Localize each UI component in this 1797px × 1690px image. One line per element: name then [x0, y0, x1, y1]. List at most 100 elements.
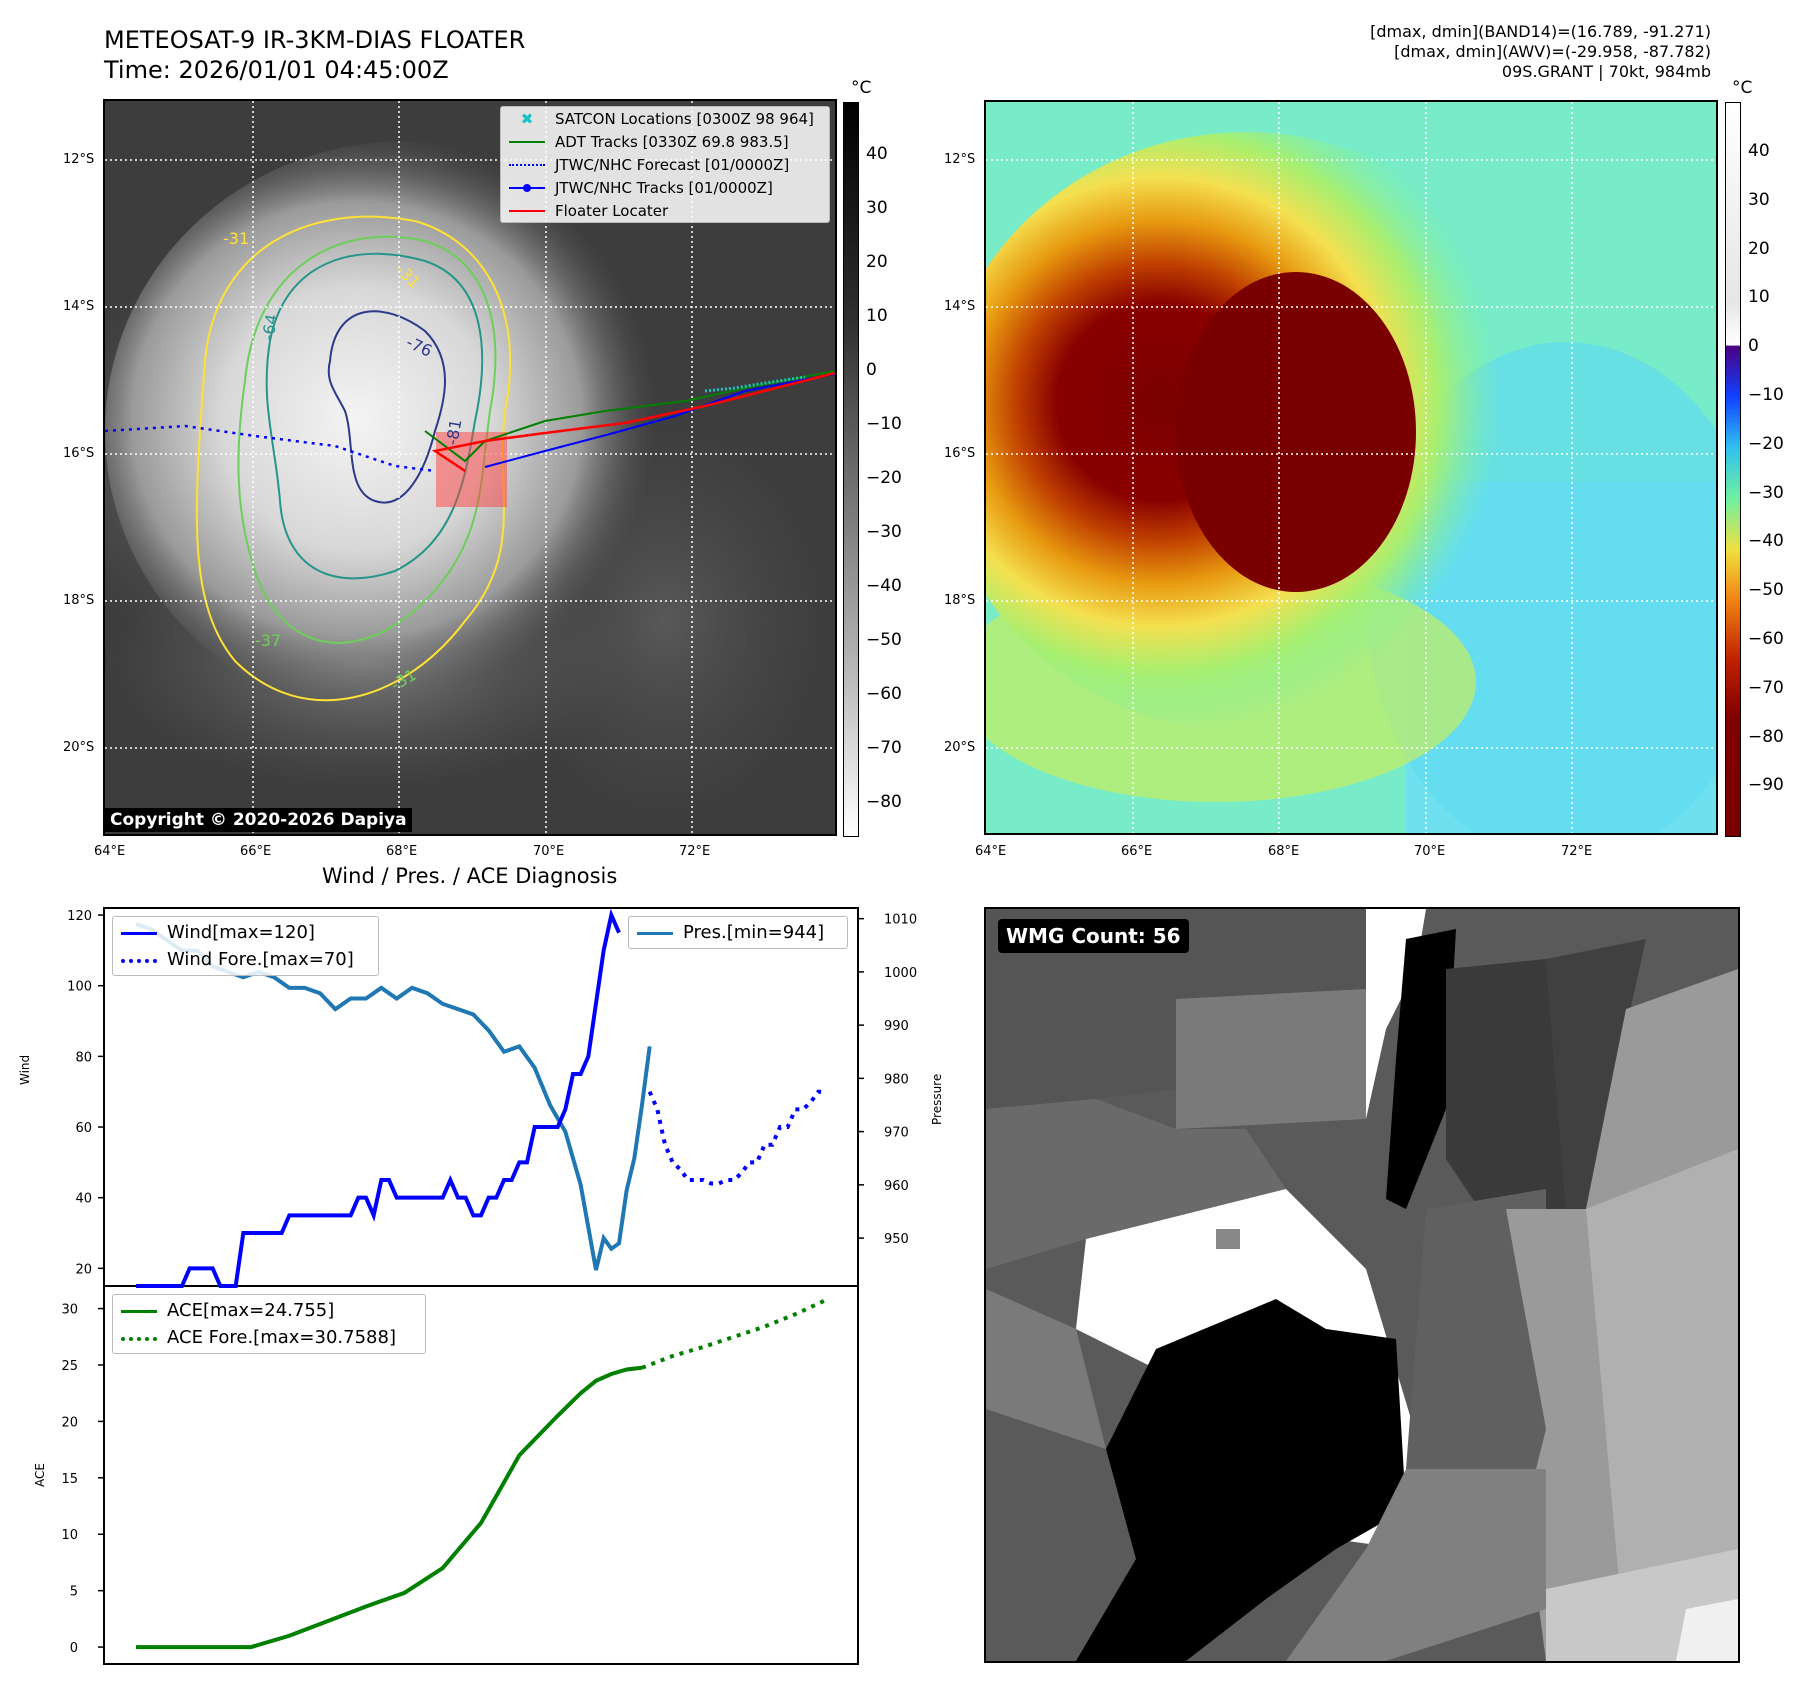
colorbar-tick: −80	[866, 792, 902, 812]
time-label: Time: 2026/01/01 04:45:00Z	[104, 56, 449, 84]
color-colorbar	[1725, 102, 1741, 837]
lat-tick: 20°S	[63, 740, 95, 755]
colorbar-tick: −20	[1748, 433, 1784, 454]
adt-line-icon	[509, 135, 545, 149]
wind-legend: Wind[max=120] Wind Fore.[max=70]	[112, 916, 379, 976]
ace-legend: ACE[max=24.755] ACE Fore.[max=30.7588]	[112, 1294, 426, 1354]
contour-label: -81	[442, 418, 465, 447]
lon-tick: 64°E	[975, 844, 1007, 859]
colorbar-tick: 0	[866, 360, 877, 380]
colorbar-tick: 0	[1748, 336, 1759, 357]
color-map-canvas	[986, 102, 1716, 833]
lon-tick: 72°E	[1561, 844, 1593, 859]
colorbar-unit: °C	[851, 78, 872, 98]
colorbar-tick: −40	[1748, 531, 1784, 552]
wind-ytick-label: 40	[75, 1192, 92, 1207]
color-map-gridlines	[986, 102, 1716, 833]
wmg-count-badge: WMG Count: 56	[998, 919, 1189, 953]
wind-line-icon	[121, 926, 157, 940]
ace-ytick-label: 5	[70, 1585, 78, 1600]
colorbar-tick: −60	[1748, 629, 1784, 649]
jtwc-track	[484, 373, 835, 468]
contour-label: -64	[258, 313, 281, 342]
satcon-marker-icon: ✖	[520, 109, 534, 128]
grayscale-colorbar	[843, 102, 859, 837]
colorbar-tick: −50	[1748, 580, 1784, 601]
jtwc-line-icon	[509, 181, 545, 195]
lat-tick: 14°S	[63, 299, 95, 314]
jtwc-forecast-track	[105, 424, 436, 473]
contour-label: -31	[223, 229, 249, 248]
awv-range: [dmax, dmin](AWV)=(-29.958, -87.782)	[1394, 42, 1711, 61]
legend-jtwc-tracks: JTWC/NHC Tracks [01/0000Z]	[501, 176, 829, 199]
ir-grayscale-map: -31 -64 -76 -81 -31 -37 -31 ✖ SATCON Loc…	[103, 99, 837, 836]
ace-ytick-label: 25	[61, 1359, 78, 1374]
lat-tick: 14°S	[944, 299, 976, 314]
ir-color-map	[984, 100, 1718, 835]
lon-tick: 72°E	[679, 844, 711, 859]
lat-tick: 12°S	[63, 152, 95, 167]
colorbar-tick: 10	[866, 306, 888, 326]
pressure-ytick-label: 970	[884, 1126, 909, 1141]
colorbar-tick: 30	[866, 198, 888, 218]
adt-track	[424, 370, 835, 463]
diagnosis-chart: 20 40 60 80 100 120 950 960 970 980 990 1000 1010 0 5 1…	[61, 907, 917, 1665]
lat-tick: 12°S	[944, 152, 976, 167]
storm-info: 09S.GRANT | 70kt, 984mb	[1501, 62, 1711, 81]
data-range-info: [dmax, dmin](BAND14)=(16.789, -91.271) […	[1370, 22, 1711, 82]
colorbar-tick: 10	[1748, 287, 1770, 308]
forecast-line-icon	[509, 158, 545, 172]
colorbar-tick: −10	[1748, 385, 1784, 405]
wind-ytick-label: 60	[75, 1121, 92, 1136]
legend-ace-fore: ACE Fore.[max=30.7588]	[113, 1324, 425, 1351]
colorbar-tick: −90	[1748, 775, 1784, 796]
legend-forecast: JTWC/NHC Forecast [01/0000Z]	[501, 153, 829, 176]
colorbar-tick: −40	[866, 576, 902, 596]
lat-tick: 20°S	[944, 740, 976, 755]
pressure-ytick-label: 990	[884, 1019, 909, 1034]
lat-tick: 16°S	[63, 446, 95, 461]
ace-ytick-label: 10	[61, 1528, 78, 1543]
lon-tick: 66°E	[240, 844, 272, 859]
colorbar-tick: −60	[866, 684, 902, 704]
wind-forecast-line	[647, 1089, 826, 1186]
colorbar-tick: −50	[866, 630, 902, 650]
wind-series-line	[136, 908, 621, 1288]
contour-navy	[327, 310, 446, 504]
wind-ylabel: Wind	[18, 1054, 32, 1085]
legend-floater: Floater Locater	[501, 199, 829, 222]
pressure-legend: Pres.[min=944]	[628, 916, 848, 949]
colorbar-tick: −20	[866, 468, 902, 488]
ace-line-icon	[121, 1304, 157, 1318]
ace-ytick-label: 20	[61, 1415, 78, 1430]
pressure-ylabel: Pressure	[930, 1073, 944, 1125]
lon-tick: 64°E	[94, 844, 126, 859]
legend-wind-fore: Wind Fore.[max=70]	[113, 946, 378, 973]
legend-adt: ADT Tracks [0330Z 69.8 983.5]	[501, 130, 829, 153]
ir-map-canvas: -31 -64 -76 -81 -31 -37 -31	[105, 101, 835, 834]
copyright-label: Copyright © 2020-2026 Dapiya	[105, 808, 412, 832]
lat-tick: 18°S	[944, 593, 976, 608]
satcon-locations	[704, 375, 806, 393]
colorbar-tick: −30	[1748, 482, 1784, 503]
ace-fore-line-icon	[121, 1331, 157, 1345]
ace-series-line	[136, 1365, 643, 1650]
wmg-canvas	[986, 909, 1738, 1661]
figure-title: METEOSAT-9 IR-3KM-DIAS FLOATER Time: 202…	[104, 25, 525, 85]
floater-track	[431, 371, 835, 473]
ace-axes	[103, 1285, 859, 1665]
pressure-line-icon	[637, 926, 673, 940]
colorbar-tick: 40	[866, 144, 888, 164]
lon-tick: 70°E	[1414, 844, 1446, 859]
pressure-ytick-label: 1000	[884, 966, 917, 981]
colorbar-tick: −80	[1748, 726, 1784, 747]
ace-ytick-label: 30	[61, 1303, 78, 1318]
contour-label: -37	[255, 631, 281, 650]
colorbar-tick: −30	[866, 522, 902, 542]
legend-wind: Wind[max=120]	[113, 919, 378, 946]
ace-forecast-line	[641, 1298, 827, 1370]
pressure-ytick-label: 1010	[884, 913, 917, 928]
pressure-ytick-label: 980	[884, 1072, 909, 1087]
wind-ytick-label: 100	[67, 980, 92, 995]
band14-range: [dmax, dmin](BAND14)=(16.789, -91.271)	[1370, 22, 1711, 41]
